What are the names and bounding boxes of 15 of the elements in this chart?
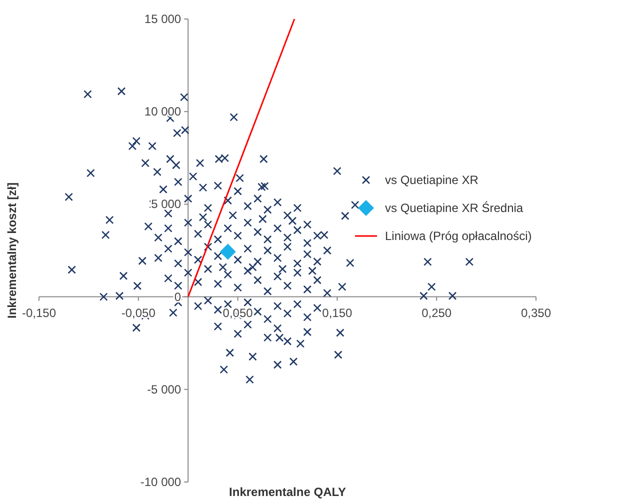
legend-label: vs Quetiapine XR Średnia — [385, 201, 524, 215]
x-tick-label: 0,250 — [422, 306, 452, 320]
y-tick-label: 10 000 — [144, 104, 182, 119]
legend-label: vs Quetiapine XR — [385, 173, 479, 187]
y-tick-label: -5 000 — [147, 382, 182, 396]
x-tick-label: 0,350 — [520, 306, 552, 320]
y-tick-label: 15 000 — [144, 12, 182, 26]
y-tick-label: -10 000 — [140, 475, 182, 489]
y-axis-title: Inkrementalny koszt [zł] — [5, 182, 19, 319]
x-tick-label: -0,050 — [121, 306, 156, 320]
legend-label: Liniowa (Próg opłacalności) — [385, 229, 532, 243]
x-tick-label: 0,150 — [322, 306, 353, 320]
x-tick-label: -0,150 — [22, 306, 56, 320]
x-axis-title: Inkrementalne QALY — [229, 485, 346, 499]
x-tick-label: 0,050 — [222, 306, 254, 320]
